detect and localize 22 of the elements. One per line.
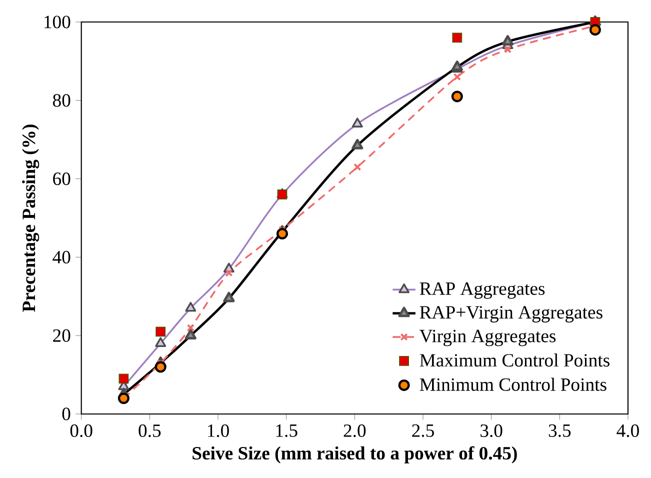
- x-tick-label: 3.5: [548, 424, 571, 438]
- x-tick-label: 0.0: [70, 424, 92, 438]
- y-tick-label: 80: [52, 94, 70, 107]
- x-axis-title: Seive Size (mm raised to a power of 0.45): [192, 446, 517, 464]
- legend-label: Minimum Control Points: [420, 378, 606, 391]
- y-tick-label: 0: [62, 408, 70, 420]
- y-tick-label: 100: [44, 16, 70, 28]
- x-tick-label: 1.5: [276, 424, 298, 437]
- x-tick-label: 1.0: [208, 424, 229, 438]
- x-tick-label: 2.0: [344, 424, 366, 438]
- y-tick-label: 60: [53, 172, 70, 186]
- y-tick-label: 40: [52, 250, 70, 264]
- legend-label: Maximum Control Points: [420, 353, 610, 367]
- x-tick-label: 3.0: [480, 424, 502, 438]
- legend-label: RAP Aggregates: [420, 282, 545, 299]
- legend-label: Virgin Aggregates: [420, 330, 556, 346]
- legend-label: RAP+Virgin Aggregates: [420, 306, 602, 322]
- y-tick-label: 20: [53, 329, 70, 342]
- x-tick-label: 4.0: [616, 424, 639, 438]
- y-axis-title: Precentage Passing (%): [22, 124, 40, 312]
- x-tick-label: 2.5: [412, 424, 434, 438]
- x-tick-label: 0.5: [138, 424, 161, 438]
